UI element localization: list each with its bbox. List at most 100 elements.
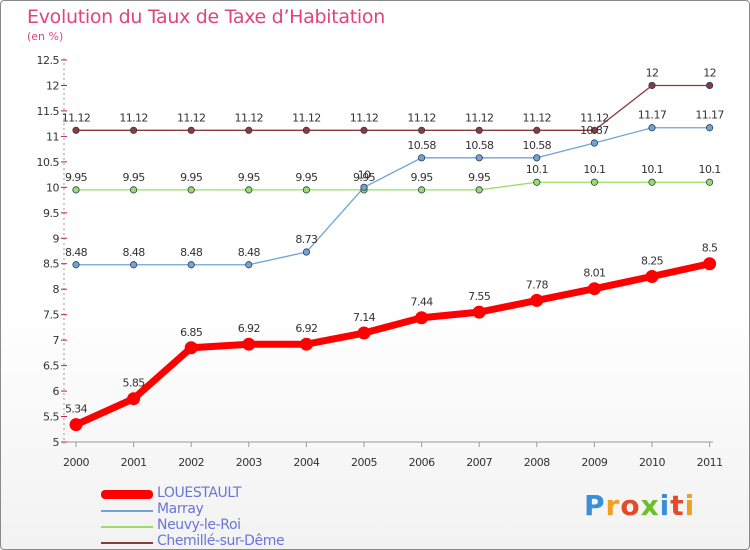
x-tick-label: 2008 [524, 456, 550, 469]
y-tick-label: 5.5 [43, 411, 59, 424]
y-tick-label: 7.5 [43, 309, 59, 322]
data-label: 9.95 [411, 171, 434, 184]
data-point [648, 124, 656, 132]
x-tick-label: 2009 [581, 456, 607, 469]
data-point [475, 154, 483, 162]
x-tick-label: 2005 [351, 456, 377, 469]
data-point [533, 154, 541, 162]
data-label: 11.12 [62, 111, 91, 124]
data-label: 12 [646, 66, 659, 79]
data-label: 9.95 [65, 171, 88, 184]
logo-letter: o [620, 489, 641, 522]
data-label: 12 [703, 66, 716, 79]
data-point [648, 178, 656, 186]
data-label: 10.1 [641, 163, 663, 176]
data-label: 9.95 [295, 171, 318, 184]
data-point [415, 311, 429, 325]
data-label: 11.17 [695, 109, 724, 122]
x-tick-label: 2001 [121, 456, 147, 469]
data-point [530, 293, 544, 307]
legend-item: Marray [101, 501, 341, 518]
data-label: 11.12 [407, 111, 436, 124]
logo-letter: t [670, 489, 685, 522]
logo-letter: r [605, 489, 621, 522]
x-tick-label: 2000 [63, 456, 89, 469]
data-point [360, 183, 368, 191]
x-tick-label: 2002 [178, 456, 204, 469]
data-label: 11.12 [580, 111, 609, 124]
data-label: 8.48 [238, 246, 261, 259]
x-tick-label: 2007 [466, 456, 492, 469]
data-point [417, 126, 426, 134]
legend-label: LOUESTAULT [157, 485, 242, 501]
proxiti-logo: Proxiti [584, 489, 695, 522]
data-point [130, 261, 138, 269]
data-label: 11.12 [465, 111, 494, 124]
y-tick-label: 5 [53, 436, 60, 449]
y-tick-label: 6 [53, 385, 60, 398]
data-point [69, 418, 83, 432]
data-label: 10.58 [523, 139, 552, 152]
data-point [648, 81, 656, 90]
x-tick-label: 2003 [236, 456, 262, 469]
legend-swatch [101, 542, 153, 544]
y-tick-label: 12.5 [37, 54, 60, 67]
chart-title: Evolution du Taux de Taxe d’Habitation [27, 6, 385, 28]
data-point [130, 126, 138, 134]
legend-label: Neuvy-le-Roi [157, 517, 241, 533]
data-label: 10 [358, 168, 371, 181]
data-label: 8.48 [65, 246, 88, 259]
x-tick-label: 2010 [639, 456, 665, 469]
data-label: 11.12 [177, 111, 206, 124]
data-label: 9.95 [180, 171, 203, 184]
data-point [703, 257, 717, 271]
series-line [75, 181, 711, 191]
data-point [245, 126, 253, 134]
data-label: 10.58 [407, 139, 436, 152]
y-tick-label: 9.5 [43, 207, 59, 220]
legend-label: Marray [157, 501, 204, 517]
data-point [127, 392, 141, 406]
data-label: 10.1 [526, 163, 548, 176]
data-point [299, 337, 313, 351]
data-point [302, 186, 310, 194]
x-tick-label: 2006 [409, 456, 435, 469]
data-point [417, 186, 426, 194]
data-point [475, 186, 483, 194]
data-point [533, 178, 541, 186]
y-tick-label: 12 [46, 79, 59, 92]
legend-item: Neuvy-le-Roi [101, 517, 341, 534]
data-point [184, 341, 198, 355]
data-label: 5.85 [123, 377, 146, 390]
x-tick-label: 2004 [293, 456, 319, 469]
data-point [705, 81, 714, 90]
data-label: 7.14 [353, 311, 376, 324]
legend-swatch [101, 510, 153, 512]
data-point [705, 124, 714, 132]
series-line [72, 260, 714, 429]
data-label: 9.95 [123, 171, 146, 184]
data-label: 8.73 [295, 233, 318, 246]
y-tick-label: 8 [53, 283, 60, 296]
data-point [475, 126, 483, 134]
data-label: 11.12 [350, 111, 379, 124]
data-label: 7.78 [526, 278, 549, 291]
data-point [360, 126, 368, 134]
data-label: 11.12 [292, 111, 321, 124]
series-line [75, 127, 711, 266]
legend-swatch [101, 490, 153, 499]
data-point [533, 126, 541, 134]
data-label: 11.12 [523, 111, 552, 124]
y-tick-label: 10 [46, 181, 59, 194]
data-point [590, 178, 599, 186]
chart-unit: (en %) [27, 30, 64, 43]
logo-letter: i [684, 489, 696, 522]
data-point [242, 337, 256, 351]
data-point [705, 178, 714, 186]
data-label: 7.44 [411, 296, 434, 309]
data-point [590, 139, 599, 147]
series-line [75, 84, 711, 131]
data-label: 6.92 [295, 322, 317, 335]
y-tick-label: 7 [53, 334, 60, 347]
